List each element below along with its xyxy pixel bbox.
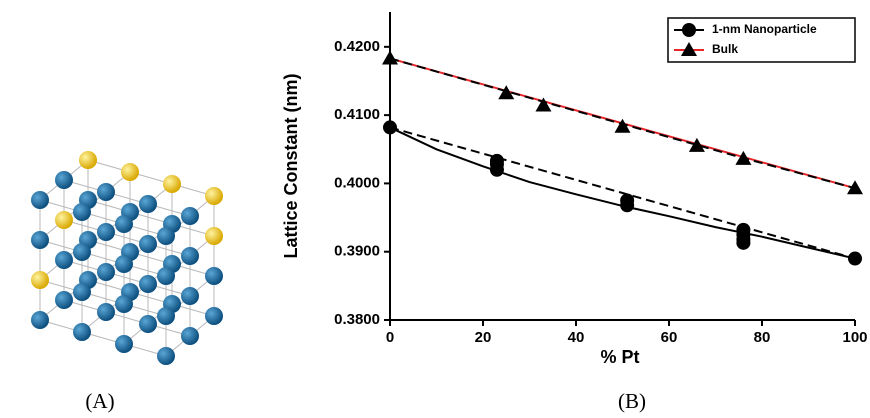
- atom: [205, 187, 223, 205]
- y-tick-label: 0.4000: [334, 174, 380, 191]
- data-point: [688, 137, 705, 152]
- atom: [73, 283, 91, 301]
- atom: [55, 251, 73, 269]
- atom: [73, 203, 91, 221]
- y-axis-title: Lattice Constant (nm): [281, 73, 301, 258]
- y-tick-label: 0.4100: [334, 106, 380, 123]
- atom: [205, 267, 223, 285]
- atom: [181, 247, 199, 265]
- atom: [97, 223, 115, 241]
- legend-box: [667, 17, 856, 63]
- atom: [181, 207, 199, 225]
- fit-line: [389, 126, 856, 260]
- data-point: [498, 85, 515, 100]
- x-tick-label: 80: [754, 329, 771, 346]
- atom: [73, 323, 91, 341]
- atom: [115, 295, 133, 313]
- atom: [139, 315, 157, 333]
- atom: [115, 215, 133, 233]
- atom: [121, 163, 139, 181]
- data-point: [848, 251, 862, 266]
- legend-marker: [682, 23, 696, 37]
- atom: [163, 175, 181, 193]
- atom: [55, 211, 73, 229]
- atom: [97, 303, 115, 321]
- data-point: [736, 235, 751, 250]
- x-axis-title: % Pt: [600, 347, 639, 367]
- panel-label: (B): [618, 389, 646, 413]
- x-tick-label: 0: [386, 329, 394, 346]
- y-tick-label: 0.4200: [334, 38, 380, 55]
- data-point: [847, 180, 863, 195]
- data-point: [535, 97, 552, 112]
- legend-label: 1-nm Nanoparticle: [712, 22, 817, 36]
- data-point: [614, 118, 631, 133]
- atom: [205, 227, 223, 245]
- atom: [97, 183, 115, 201]
- atom: [31, 191, 49, 209]
- legend-label: Bulk: [712, 42, 738, 56]
- atom: [205, 307, 223, 325]
- y-tick-label: 0.3800: [334, 311, 380, 328]
- atom: [115, 335, 133, 353]
- atom: [55, 171, 73, 189]
- panel-label: (A): [85, 389, 114, 413]
- atom: [181, 287, 199, 305]
- x-tick-label: 100: [842, 329, 867, 346]
- x-tick-label: 20: [475, 329, 492, 346]
- lattice-illustration: [31, 151, 223, 365]
- data-point: [620, 198, 635, 213]
- atom: [157, 267, 175, 285]
- x-tick-label: 60: [661, 329, 678, 346]
- atom: [55, 291, 73, 309]
- atom: [31, 311, 49, 329]
- atom: [115, 255, 133, 273]
- atom: [157, 307, 175, 325]
- atom: [139, 235, 157, 253]
- data-point: [489, 162, 504, 177]
- atom: [139, 275, 157, 293]
- atom: [157, 227, 175, 245]
- x-tick-label: 40: [568, 329, 585, 346]
- atom: [139, 195, 157, 213]
- atom: [181, 327, 199, 345]
- data-point: [735, 150, 752, 165]
- atom: [79, 151, 97, 169]
- atom: [31, 231, 49, 249]
- y-tick-label: 0.3900: [334, 243, 380, 260]
- data-point: [383, 120, 397, 135]
- legend-marker: [681, 42, 697, 56]
- atom: [31, 271, 49, 289]
- data-point: [382, 50, 398, 65]
- atom: [97, 263, 115, 281]
- atom: [157, 347, 175, 365]
- atom: [73, 243, 91, 261]
